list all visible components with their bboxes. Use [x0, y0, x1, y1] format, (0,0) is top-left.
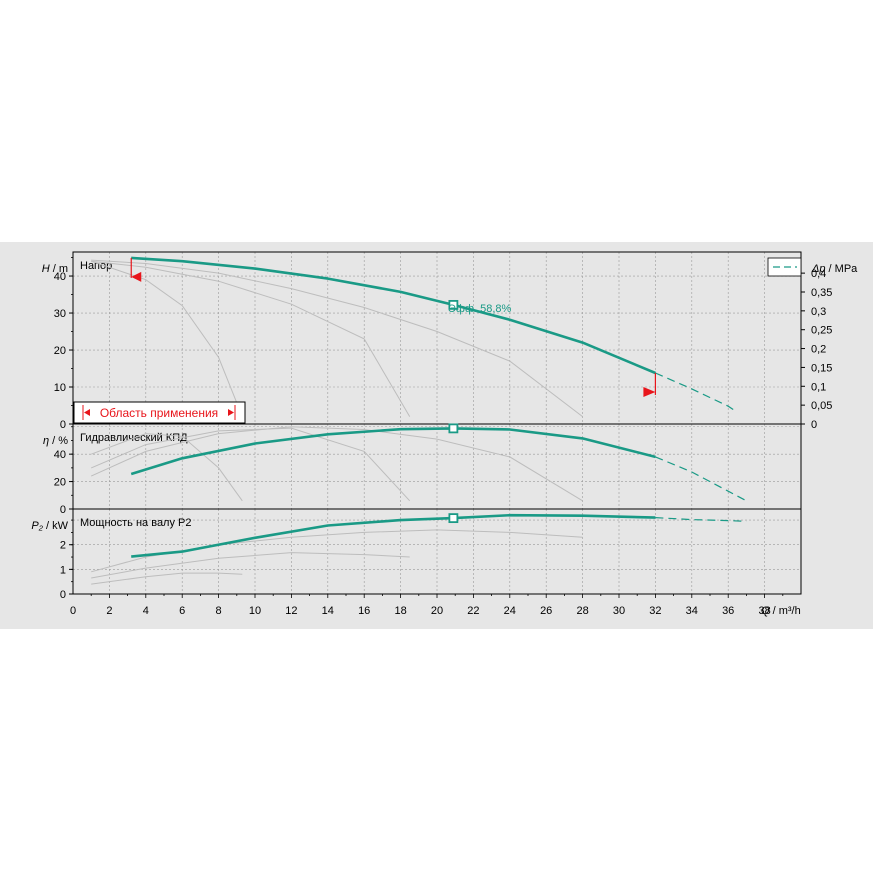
x-tick-label: 32 — [649, 605, 661, 617]
application-range-label: Область применения — [100, 406, 218, 420]
y-tick-label: 2 — [60, 540, 66, 552]
y-axis-label-power-symbol: P₂ — [31, 520, 43, 532]
chart-background — [0, 242, 873, 629]
y-tick-label: 0 — [60, 589, 66, 601]
application-range-box — [73, 401, 246, 424]
x-axis-label-unit: / m³/h — [770, 605, 801, 617]
y-tick-label: 30 — [54, 308, 66, 320]
y-axis-label-power-unit: / kW — [43, 520, 69, 532]
y-tick-label: 0 — [60, 504, 66, 516]
secondary-curve-1 — [91, 260, 411, 417]
curve-extension-efficiency — [655, 456, 747, 502]
x-tick-label: 38 — [758, 605, 770, 617]
y-tick-label: 20 — [54, 477, 66, 489]
x-tick-label: 0 — [70, 605, 76, 617]
y-axis-label-efficiency-unit: / % — [49, 435, 68, 447]
y-axis-label-head: H / m — [42, 263, 68, 275]
x-tick-label: 16 — [358, 605, 370, 617]
y-tick-label: 10 — [54, 382, 66, 394]
main-curve-efficiency — [130, 427, 656, 476]
x-tick-label: 36 — [722, 605, 734, 617]
secondary-curve-2 — [91, 433, 243, 502]
duty-point-head — [448, 299, 459, 310]
right-tick-label: 0,35 — [811, 287, 832, 299]
secondary-curve-0 — [91, 259, 583, 417]
right-axis-label-symbol: Δp — [811, 263, 826, 275]
y-axis-label-power: P₂ / kW — [31, 520, 68, 532]
secondary-curve-2 — [91, 260, 243, 417]
curve-extension-power — [655, 517, 747, 522]
main-curve-head — [131, 256, 656, 375]
secondary-curve-1 — [91, 552, 410, 579]
x-axis-label: Q / m³/h — [761, 605, 801, 617]
x-tick-label: 10 — [249, 605, 261, 617]
panel-power: 0 1 2 P₂ / kW Мощность на валу P2 — [31, 508, 802, 601]
right-tick-label: 0,05 — [811, 400, 832, 412]
range-min-arrow — [131, 271, 142, 282]
right-tick-label: 0,1 — [811, 381, 826, 393]
secondary-curve-0 — [90, 426, 583, 502]
x-tick-label: 12 — [285, 605, 297, 617]
x-tick-label: 20 — [431, 605, 443, 617]
y-axis-label-head-unit: / m — [50, 263, 68, 275]
right-axis-label: Δp / MPa — [811, 263, 858, 275]
y-axis-label-efficiency: η / % — [43, 435, 68, 447]
y-tick-label: 40 — [54, 271, 66, 283]
duty-point-efficiency — [448, 423, 459, 434]
x-tick-label: 2 — [106, 605, 112, 617]
x-tick-label: 28 — [576, 605, 588, 617]
efficiency-label: Эфф. 58,8% — [448, 303, 512, 315]
duty-point-power — [448, 513, 459, 524]
y-tick-label: 40 — [54, 449, 66, 461]
panel-title-power: Мощность на валу P2 — [80, 517, 192, 529]
x-tick-label: 30 — [613, 605, 625, 617]
right-tick-label: 0,2 — [811, 344, 826, 356]
x-tick-label: 14 — [322, 605, 334, 617]
x-tick-label: 24 — [504, 605, 516, 617]
x-tick-label: 34 — [686, 605, 698, 617]
x-axis-label-symbol: Q — [761, 605, 770, 617]
right-tick-label: 0,25 — [811, 325, 832, 337]
right-tick-label: 0,15 — [811, 362, 832, 374]
right-tick-label: 0 — [811, 419, 817, 431]
y-tick-label: 20 — [54, 345, 66, 357]
main-curve-power — [131, 513, 656, 558]
secondary-curve-1 — [91, 427, 411, 502]
x-tick-label: 4 — [143, 605, 149, 617]
y-axis-label-head-symbol: H — [42, 263, 50, 275]
right-tick-label: 0,4 — [811, 268, 826, 280]
x-tick-label: 26 — [540, 605, 552, 617]
x-tick-label: 6 — [179, 605, 185, 617]
application-range-arrow-left — [84, 409, 90, 416]
y-tick-label: 0 — [60, 419, 66, 431]
right-axis-label-unit: / MPa — [826, 263, 859, 275]
y-axis-label-efficiency-symbol: η — [43, 435, 49, 447]
curve-extension-head — [655, 372, 738, 413]
x-tick-label: 18 — [394, 605, 406, 617]
x-tick-label: 22 — [467, 605, 479, 617]
range-max-arrow — [643, 386, 656, 397]
y-tick-label: 1 — [60, 564, 66, 576]
right-tick-label: 0,3 — [811, 306, 826, 318]
application-range-arrow-right — [228, 409, 234, 416]
x-tick-label: 8 — [216, 605, 222, 617]
secondary-curve-2 — [91, 572, 243, 585]
